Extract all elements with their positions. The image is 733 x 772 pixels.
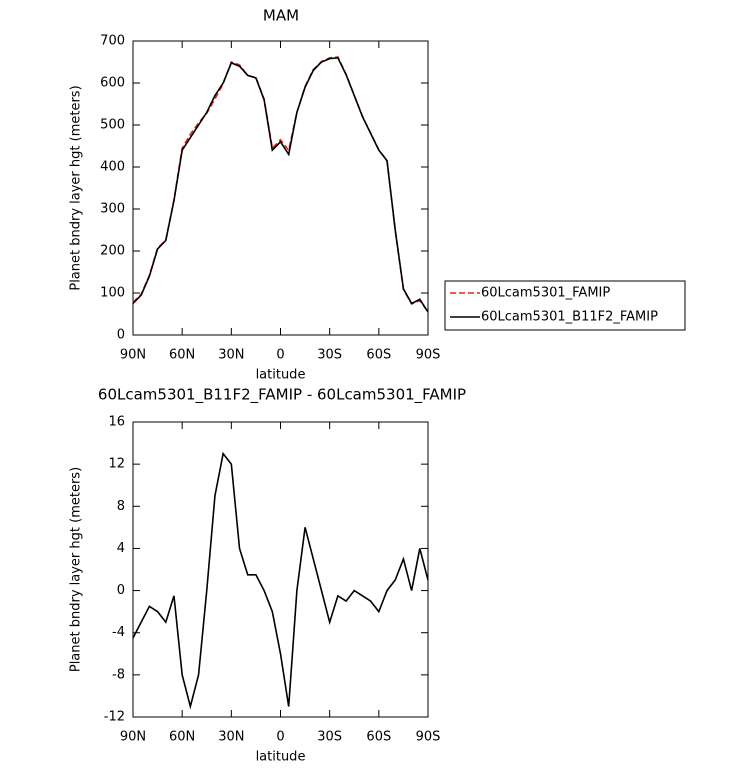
x-tick-label: 30N <box>218 730 244 745</box>
y-tick-label: -4 <box>112 625 125 640</box>
y-tick-label: 100 <box>100 286 125 301</box>
y-tick-label: 0 <box>117 583 125 598</box>
x-tick-label: 90N <box>120 730 146 745</box>
plot-frame <box>132 40 429 336</box>
x-tick-label: 30S <box>317 730 342 745</box>
y-tick-label: 300 <box>100 202 125 217</box>
y-tick-label: 16 <box>108 415 125 430</box>
y-axis-label: Planet bndry layer hgt (meters) <box>69 85 84 290</box>
x-tick-label: 90S <box>416 348 441 363</box>
x-tick-label: 30N <box>218 348 244 363</box>
y-tick-label: 4 <box>117 541 125 556</box>
y-tick-label: 12 <box>108 457 125 472</box>
x-tick-label: 60N <box>169 348 195 363</box>
x-tick-label: 90S <box>416 730 441 745</box>
legend-label: 60Lcam5301_B11F2_FAMIP <box>481 310 658 325</box>
x-tick-label: 60S <box>366 730 391 745</box>
chart-title: 60Lcam5301_B11F2_FAMIP - 60Lcam5301_FAMI… <box>98 386 466 405</box>
legend-box <box>444 280 686 331</box>
y-tick-label: 400 <box>100 160 125 175</box>
x-tick-label: 60N <box>169 730 195 745</box>
x-tick-label: 0 <box>276 730 284 745</box>
x-axis-label: latitude <box>256 750 306 765</box>
y-tick-label: 8 <box>117 499 125 514</box>
y-tick-label: 500 <box>100 118 125 133</box>
y-tick-label: -8 <box>112 667 125 682</box>
data-line <box>132 56 429 313</box>
x-axis-label: latitude <box>256 368 306 383</box>
legend-label: 60Lcam5301_FAMIP <box>481 286 610 301</box>
y-axis-label: Planet bndry layer hgt (meters) <box>69 467 84 672</box>
y-tick-label: 200 <box>100 244 125 259</box>
x-tick-label: 90N <box>120 348 146 363</box>
y-tick-label: 0 <box>117 328 125 343</box>
chart-title: MAM <box>263 7 299 25</box>
x-tick-label: 60S <box>366 348 391 363</box>
y-tick-label: -12 <box>104 710 125 725</box>
plot-frame <box>132 421 429 718</box>
x-tick-label: 30S <box>317 348 342 363</box>
x-tick-label: 0 <box>276 348 284 363</box>
y-tick-label: 700 <box>100 34 125 49</box>
data-line <box>132 451 429 710</box>
y-tick-label: 600 <box>100 76 125 91</box>
